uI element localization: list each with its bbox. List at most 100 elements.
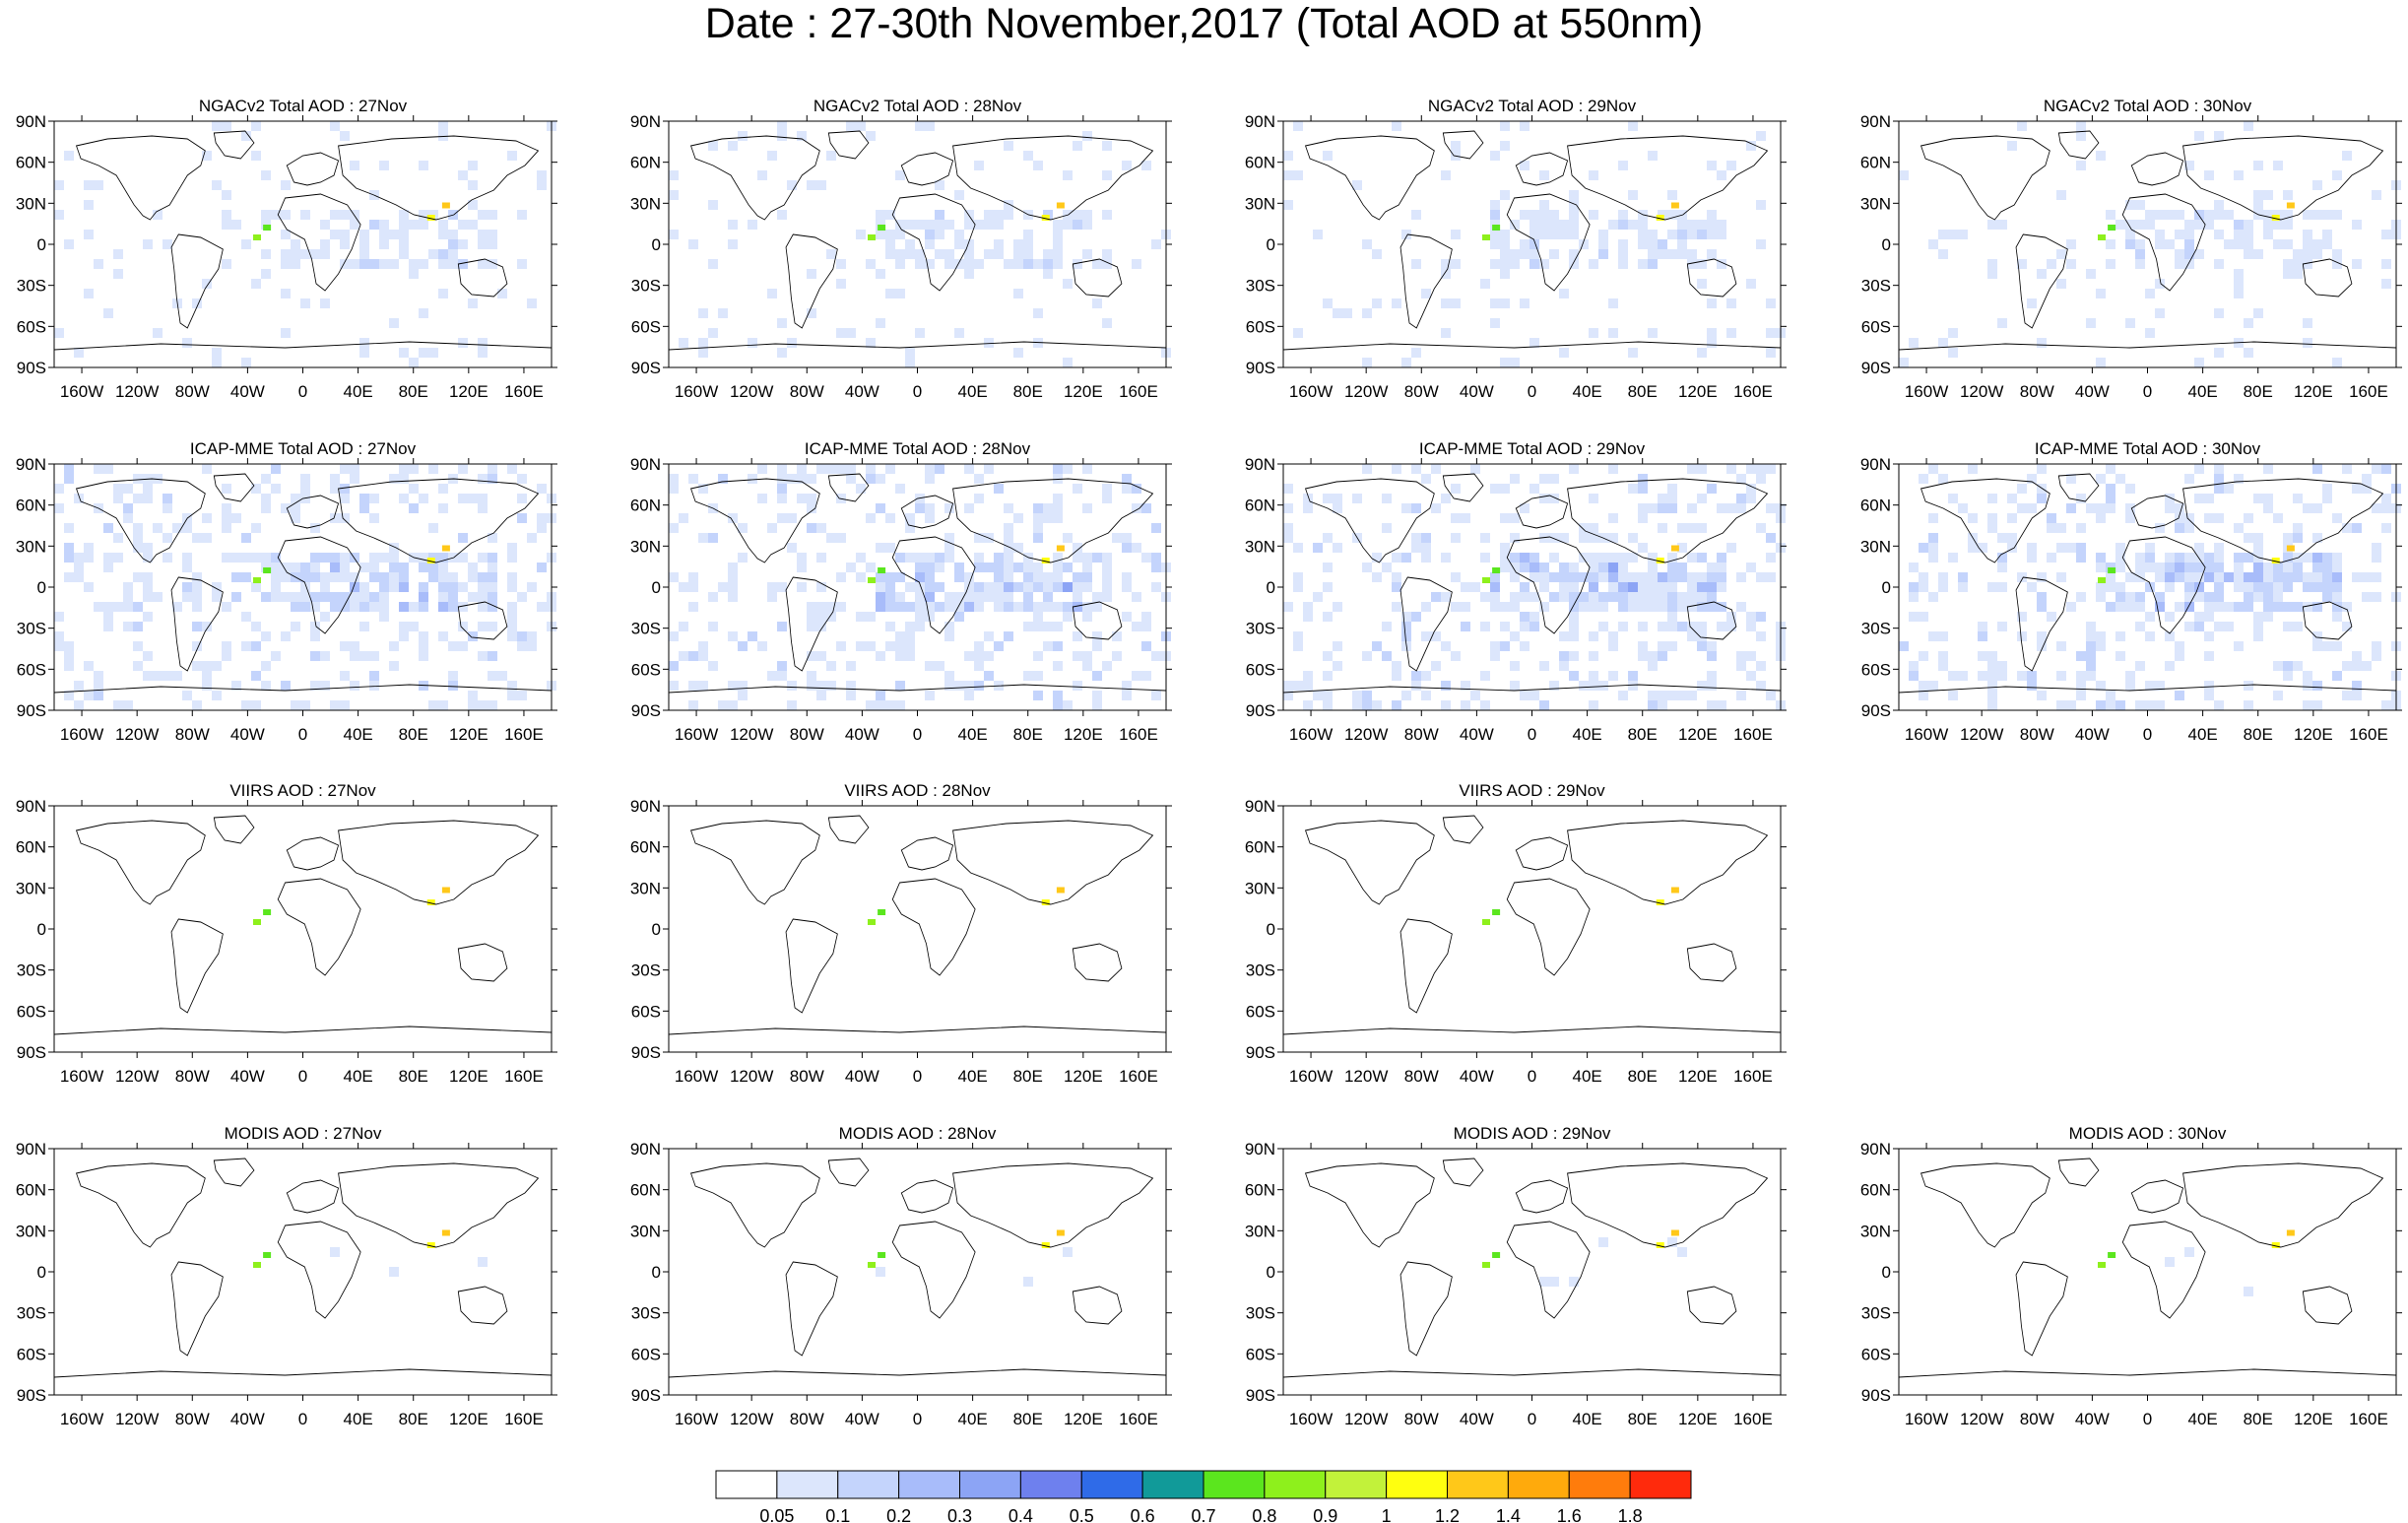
aod-hotspot (878, 909, 886, 915)
aod-cell (1707, 328, 1717, 338)
panel-title: VIIRS AOD : 29Nov (1459, 781, 1605, 800)
aod-cell (708, 259, 718, 269)
aod-cell (777, 494, 787, 503)
aod-cell (251, 523, 261, 533)
aod-cell (2322, 210, 2332, 220)
lon-tick-label: 0 (1528, 1410, 1536, 1428)
aod-cell (797, 494, 807, 503)
aod-cell (1899, 641, 1909, 651)
aod-cell (1004, 141, 1013, 151)
aod-cell (1549, 592, 1559, 602)
colorbar-label: 0.9 (1313, 1506, 1337, 1523)
aod-cell (1510, 249, 1520, 259)
lon-tick-label: 40W (845, 382, 879, 401)
aod-cell (2204, 572, 2214, 582)
aod-cell (1333, 661, 1342, 671)
aod-cell (1362, 358, 1372, 367)
aod-cell (1648, 651, 1658, 661)
aod-cell (2135, 553, 2145, 563)
aod-cell (2175, 259, 2184, 269)
lon-tick-label: 40W (230, 382, 265, 401)
aod-cell (797, 563, 807, 572)
aod-cell (885, 210, 895, 220)
aod-cell (2263, 582, 2273, 592)
aod-cell (1717, 259, 1726, 269)
aod-cell (974, 161, 984, 170)
aod-cell (1589, 671, 1598, 681)
aod-cell (2066, 239, 2076, 249)
aod-cell (478, 700, 488, 710)
aod-cell (1658, 622, 1667, 631)
lat-tick-label: 60N (630, 497, 661, 515)
aod-cell (281, 180, 291, 190)
aod-cell (330, 572, 340, 582)
aod-cell (984, 671, 994, 681)
aod-cell (133, 494, 143, 503)
aod-cell (340, 592, 350, 602)
aod-cell (1559, 289, 1569, 298)
aod-cell (1293, 572, 1303, 582)
aod-cell (2115, 553, 2125, 563)
aod-cell (1004, 572, 1013, 582)
aod-cell (1968, 543, 1978, 553)
aod-cell (379, 259, 389, 269)
aod-cell (2322, 563, 2332, 572)
aod-cell (2283, 622, 2293, 631)
aod-hotspot (426, 215, 435, 221)
aod-cell (1411, 612, 1421, 622)
lat-tick-label: 90S (17, 1043, 46, 1062)
aod-cell (133, 533, 143, 543)
aod-cell (1938, 230, 1948, 239)
lon-tick-label: 80W (2020, 382, 2054, 401)
aod-cell (1033, 622, 1043, 631)
aod-cell (767, 289, 777, 298)
aod-cell (1618, 161, 1628, 170)
aod-cell (1411, 503, 1421, 513)
aod-cell (669, 190, 679, 200)
aod-cell (1618, 553, 1628, 563)
aod-cell (1987, 700, 1997, 710)
aod-cell (2253, 200, 2263, 210)
aod-cell (816, 464, 826, 474)
aod-cell (1372, 641, 1382, 651)
aod-cell (1628, 348, 1638, 358)
aod-cell (1451, 572, 1461, 582)
aod-cell (876, 269, 885, 279)
aod-cell (537, 484, 547, 494)
aod-cell (310, 563, 320, 572)
aod-cell (1073, 220, 1082, 230)
aod-cell (836, 533, 846, 543)
aod-cell (1352, 700, 1362, 710)
aod-cell (905, 582, 915, 592)
aod-cell (1520, 592, 1529, 602)
aod-cell (537, 563, 547, 572)
aod-cell (2165, 210, 2175, 220)
aod-cell (944, 602, 954, 612)
aod-cell (974, 259, 984, 269)
lat-tick-label: 30S (1861, 620, 1891, 638)
aod-cell (669, 681, 679, 691)
aod-cell (1746, 563, 1756, 572)
aod-cell (320, 582, 330, 592)
aod-cell (54, 210, 64, 220)
aod-cell (271, 563, 281, 572)
aod-cell (2125, 681, 2135, 691)
aod-cell (1053, 700, 1063, 710)
map-panel: MODIS AOD : 27Nov90N60N30N030S60S90S160W… (16, 1124, 557, 1428)
map-panel: NGACv2 Total AOD : 28Nov90N60N30N030S60S… (630, 97, 1172, 401)
aod-cell (350, 464, 359, 474)
aod-cell (350, 641, 359, 651)
aod-cell (2244, 348, 2253, 358)
aod-hotspot (441, 202, 450, 209)
lat-tick-label: 30S (631, 620, 661, 638)
lon-tick-label: 40E (957, 725, 987, 744)
lon-tick-label: 160W (1905, 1410, 1948, 1428)
aod-cell (281, 249, 291, 259)
aod-cell (1726, 464, 1736, 474)
aod-cell (1092, 700, 1102, 710)
aod-cell (1746, 484, 1756, 494)
lon-tick-label: 80E (399, 382, 428, 401)
aod-cell (379, 553, 389, 563)
aod-cell (777, 131, 787, 141)
aod-cell (182, 553, 192, 563)
